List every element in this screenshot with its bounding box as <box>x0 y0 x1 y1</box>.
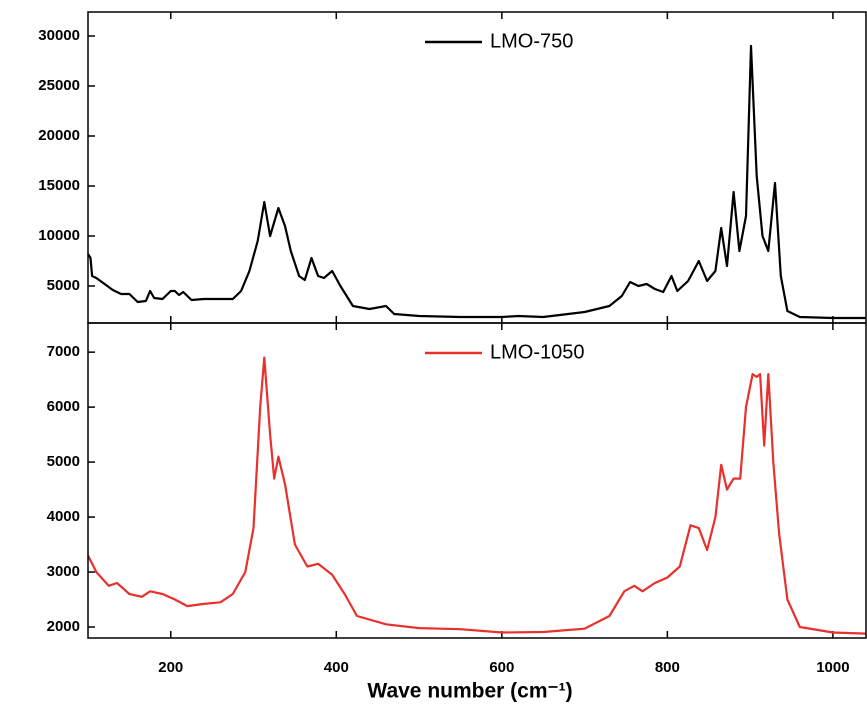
x-axis-label: Wave number (cm⁻¹) <box>367 680 572 703</box>
data-line <box>87 44 866 320</box>
y-tick-label: 10000 <box>38 227 80 244</box>
y-tick-label: 20000 <box>38 127 80 144</box>
y-tick-label: 4000 <box>47 508 80 525</box>
y-tick-label: 15000 <box>38 177 80 194</box>
y-tick-label: 5000 <box>47 277 80 294</box>
x-tick-label: 1000 <box>816 659 849 676</box>
x-tick-label: 200 <box>158 659 183 676</box>
y-tick-label: 7000 <box>47 343 80 360</box>
y-tick-label: 3000 <box>47 563 80 580</box>
y-tick-label: 6000 <box>47 398 80 415</box>
y-tick-label: 5000 <box>47 453 80 470</box>
x-tick-label: 800 <box>655 659 680 676</box>
y-tick-label: 2000 <box>47 618 80 635</box>
data-line <box>87 356 867 635</box>
legend-label: LMO-750 <box>490 30 573 52</box>
plot-frame <box>87 11 867 324</box>
x-tick-label: 600 <box>489 659 514 676</box>
legend-label: LMO-1050 <box>490 341 585 363</box>
y-tick-label: 25000 <box>38 77 80 94</box>
y-tick-label: 30000 <box>38 27 80 44</box>
plot-frame <box>87 322 867 639</box>
x-tick-label: 400 <box>324 659 349 676</box>
